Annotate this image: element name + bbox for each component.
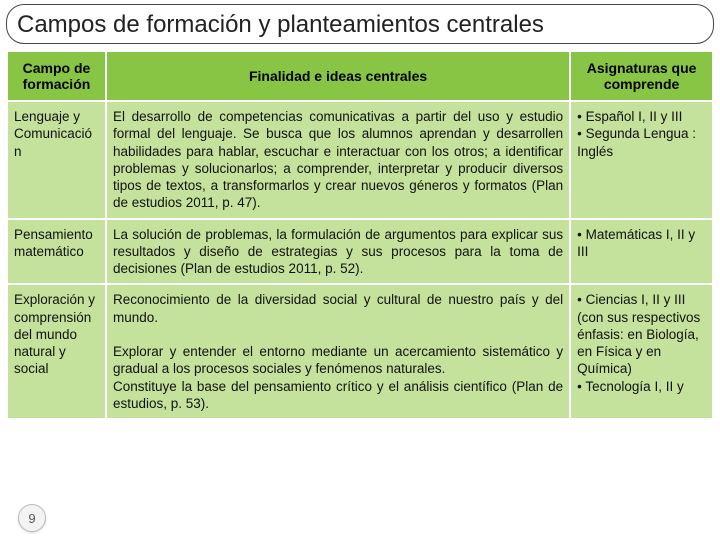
page-number: 9 — [28, 511, 35, 526]
cell-campo: Lenguaje y Comunicación — [7, 101, 106, 219]
cell-asignaturas: • Ciencias I, II y III (con sus respecti… — [570, 284, 713, 419]
cell-finalidad: El desarrollo de competencias comunicati… — [106, 101, 570, 219]
cell-asignaturas: • Matemáticas I, II y III — [570, 219, 713, 285]
table-row: Exploración y comprensión del mundo natu… — [7, 284, 713, 419]
table-header-row: Campo de formación Finalidad e ideas cen… — [7, 51, 713, 101]
table-row: Pensamiento matemático La solución de pr… — [7, 219, 713, 285]
title-frame: Campos de formación y planteamientos cen… — [6, 4, 714, 44]
cell-campo: Exploración y comprensión del mundo natu… — [7, 284, 106, 419]
header-asignaturas: Asignaturas que comprende — [570, 51, 713, 101]
cell-asignaturas: • Español I, II y III • Segunda Lengua :… — [570, 101, 713, 219]
cell-campo: Pensamiento matemático — [7, 219, 106, 285]
content-table: Campo de formación Finalidad e ideas cen… — [6, 50, 714, 420]
table-row: Lenguaje y Comunicación El desarrollo de… — [7, 101, 713, 219]
page-number-badge: 9 — [18, 504, 46, 532]
page-title: Campos de formación y planteamientos cen… — [17, 11, 703, 39]
header-campo: Campo de formación — [7, 51, 106, 101]
header-finalidad: Finalidad e ideas centrales — [106, 51, 570, 101]
cell-finalidad: La solución de problemas, la formulación… — [106, 219, 570, 285]
cell-finalidad: Reconocimiento de la diversidad social y… — [106, 284, 570, 419]
